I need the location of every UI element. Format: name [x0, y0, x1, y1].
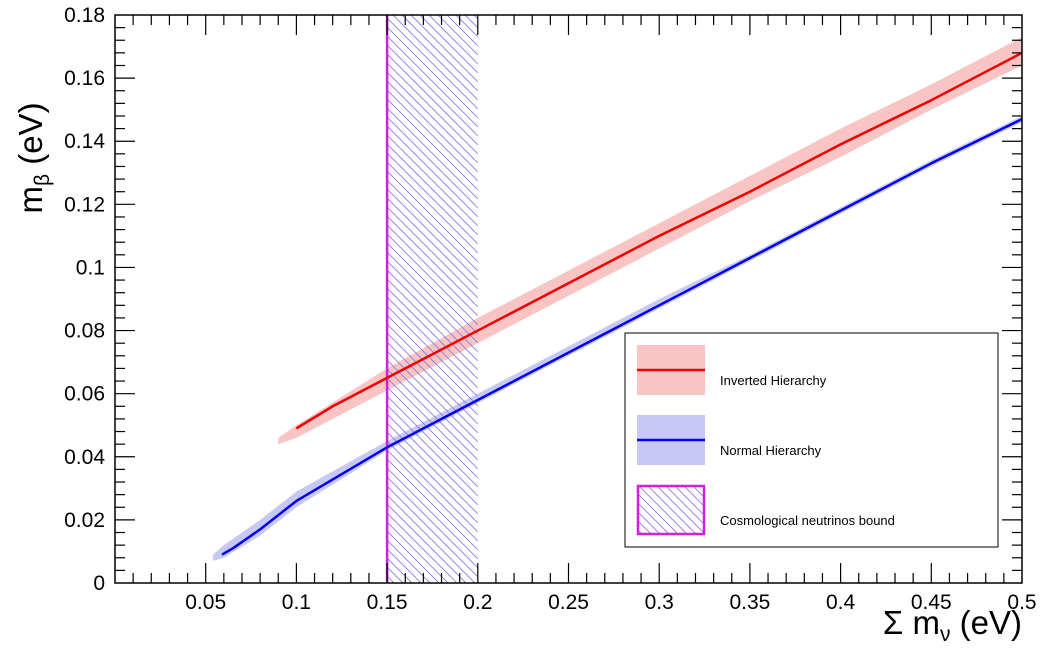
- tick-labels: 0.05 0.1 0.15 0.2 0.25 0.3 0.35 0.4 0.45 0.5 0 0.02…: [64, 4, 1036, 614]
- normal-hierarchy-band: [212, 115, 1022, 561]
- cosmological-bound-hatch: [387, 15, 478, 583]
- inverted-hierarchy-line: [295, 51, 1023, 430]
- x-tick-label: 0.35: [729, 591, 770, 614]
- axis-ticks: [115, 15, 1022, 583]
- legend-cosmological-bound-label: Cosmological neutrinos bound: [720, 513, 895, 528]
- x-tick-label: 0.15: [367, 591, 408, 614]
- x-tick-label: 0.3: [645, 591, 674, 614]
- cosmological-bound-region: [385, 15, 478, 583]
- x-tick-label: 0.25: [548, 591, 589, 614]
- central-lines: [221, 51, 1023, 556]
- y-tick-label: 0.08: [64, 320, 105, 343]
- normal-hierarchy-line: [221, 118, 1023, 556]
- y-tick-label: 0.02: [64, 509, 105, 532]
- y-tick-label: 0.14: [64, 130, 105, 153]
- y-tick-label: 0.04: [64, 446, 105, 469]
- x-tick-label: 0.5: [1007, 591, 1036, 614]
- y-tick-label: 0.18: [64, 4, 105, 27]
- x-tick-label: 0.05: [185, 591, 226, 614]
- x-tick-label: 0.45: [911, 591, 952, 614]
- x-tick-label: 0.1: [282, 591, 311, 614]
- x-tick-label: 0.4: [826, 591, 856, 614]
- y-tick-label: 0.06: [64, 383, 105, 406]
- y-axis-title: mβ (eV): [12, 102, 54, 213]
- y-tick-label: 0.1: [76, 256, 105, 279]
- legend-inverted-hierarchy-label: Inverted Hierarchy: [720, 373, 827, 388]
- x-axis-title: Σ mν (eV): [883, 604, 1022, 646]
- legend: Inverted Hierarchy Normal Hierarchy Cosm…: [624, 332, 999, 548]
- x-tick-label: 0.2: [463, 591, 492, 614]
- y-tick-label: 0.16: [64, 67, 105, 90]
- y-tick-label: 0.12: [64, 193, 105, 216]
- y-tick-label: 0: [93, 572, 105, 595]
- legend-normal-hierarchy-label: Normal Hierarchy: [720, 443, 822, 458]
- legend-cosmological-bound-swatch: [636, 484, 706, 536]
